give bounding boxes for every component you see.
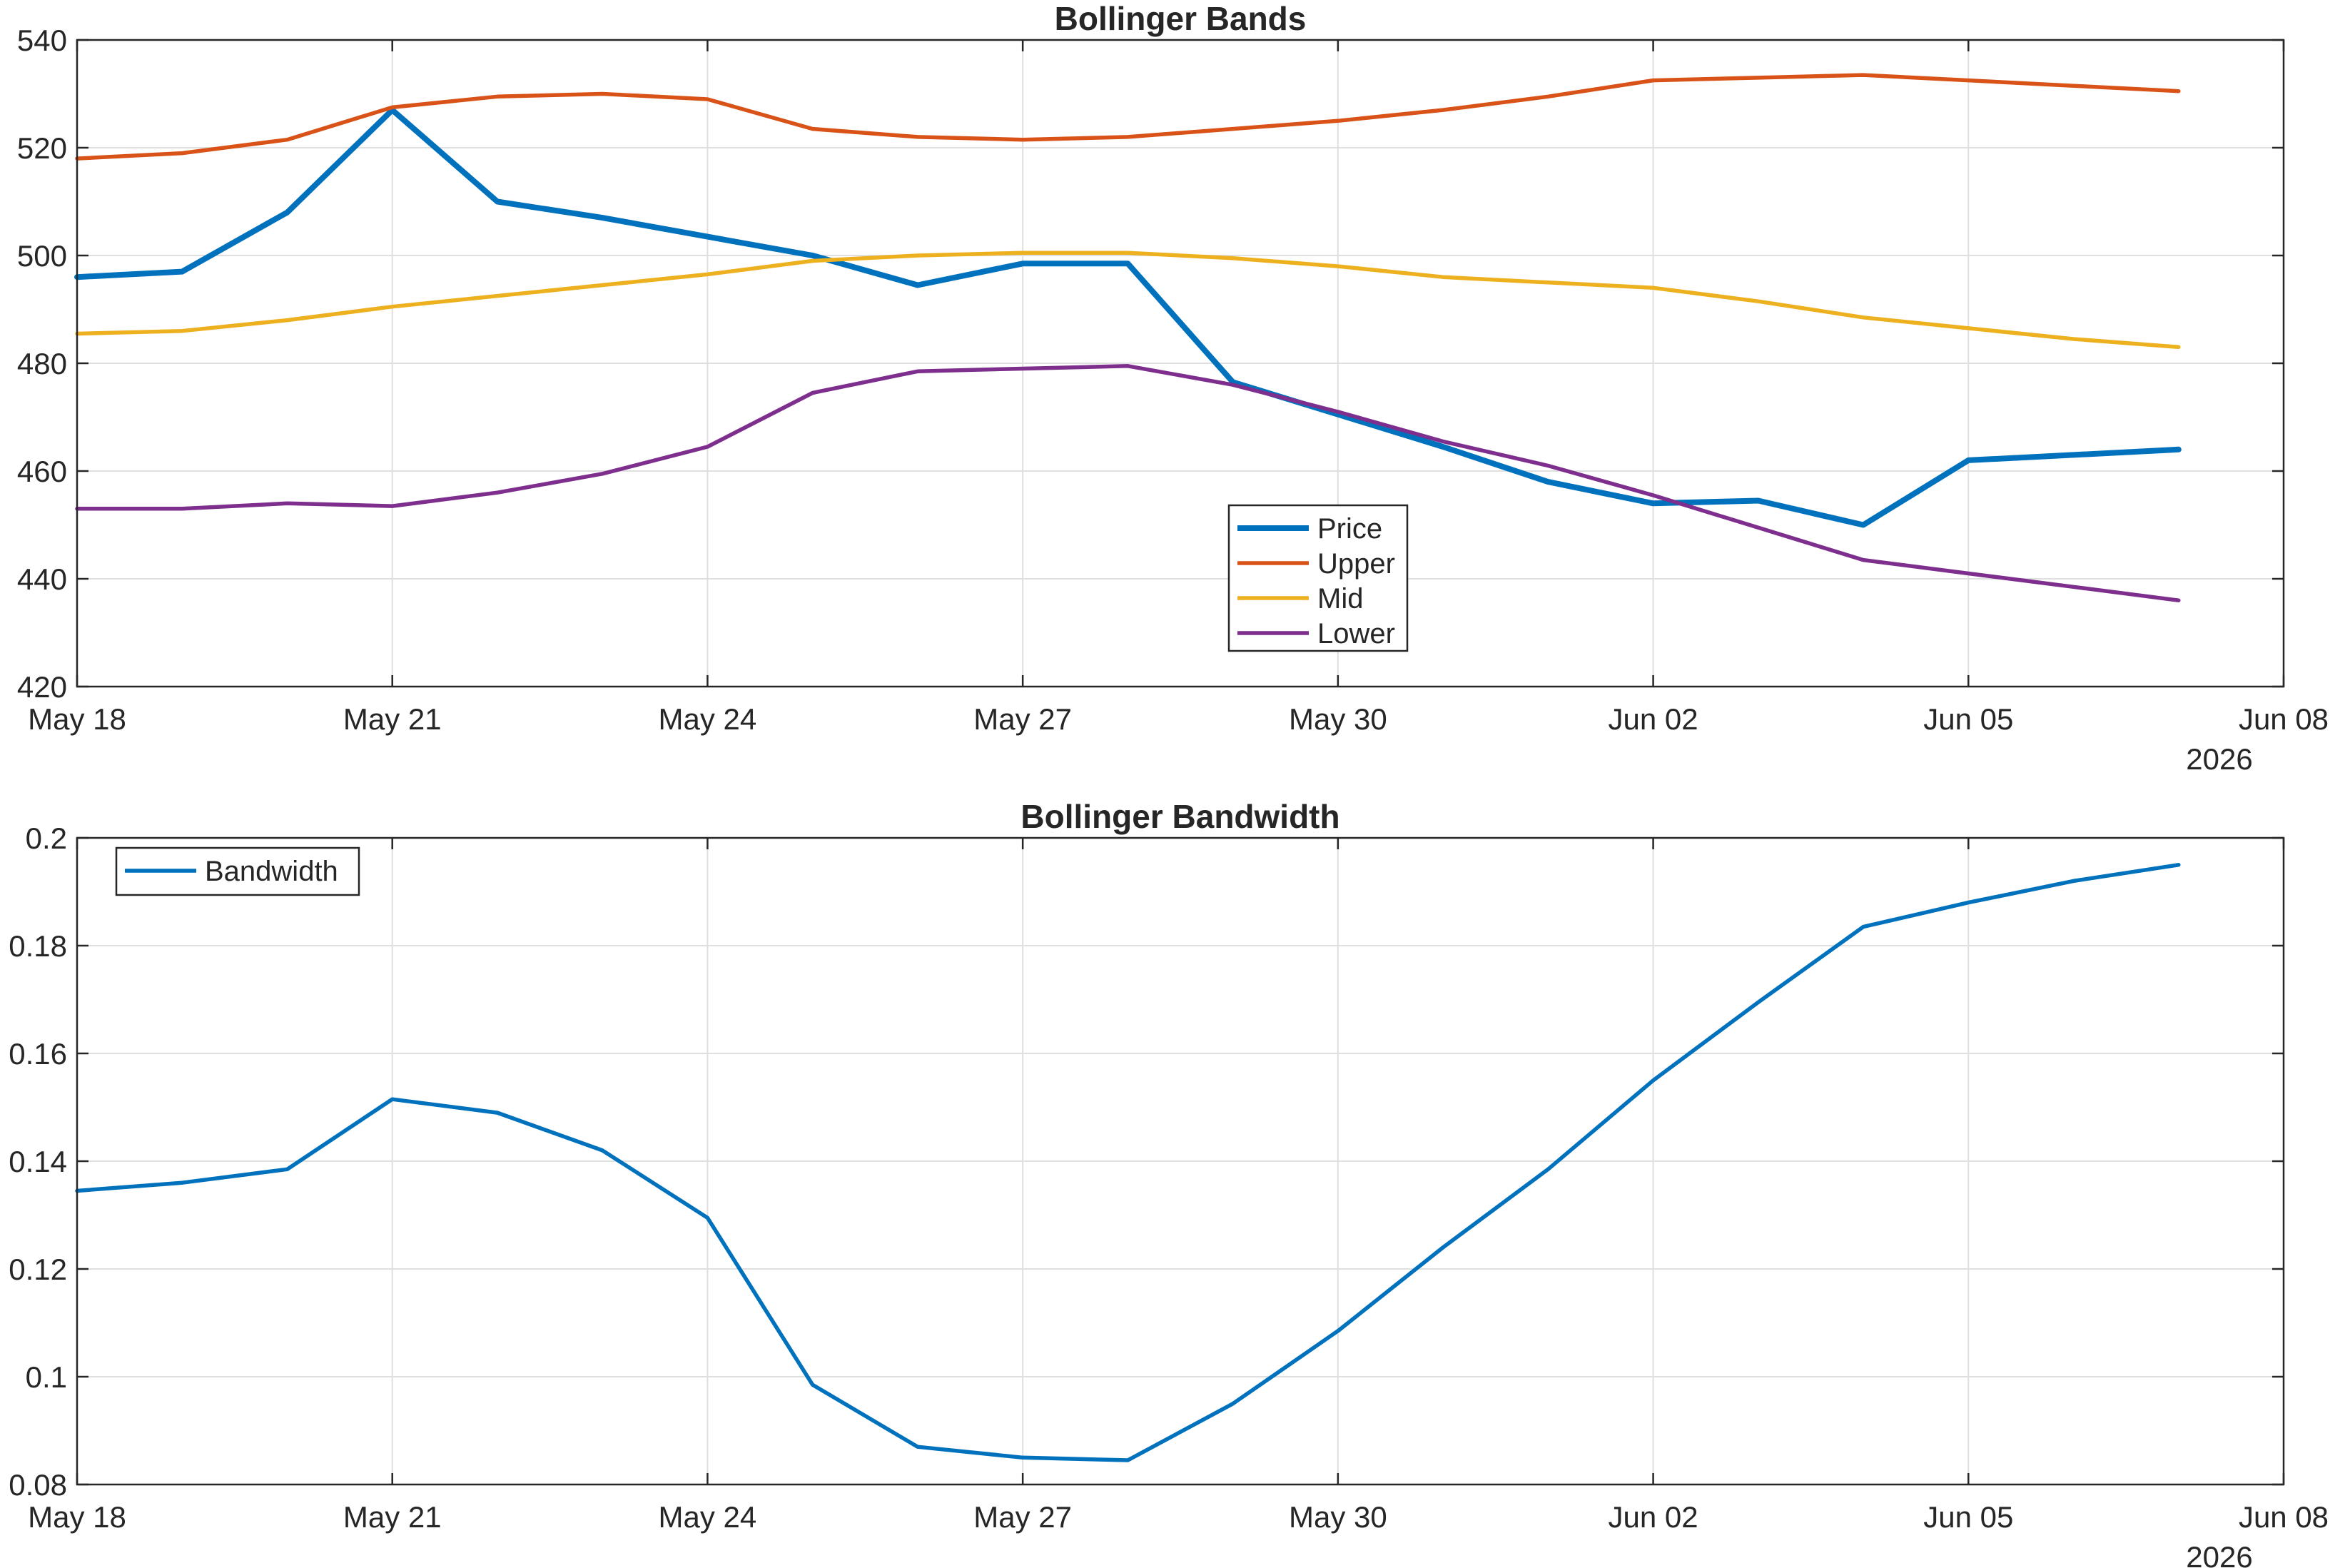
- y-tick-label: 0.1: [26, 1360, 67, 1394]
- series-line-price: [74, 107, 2182, 528]
- y-tick-label: 0.18: [9, 929, 67, 963]
- chart-title: Bollinger Bands: [1055, 0, 1307, 37]
- x-tick-label: May 21: [343, 702, 442, 736]
- legend-label: Price: [1317, 513, 1382, 545]
- y-tick-label: 460: [17, 455, 67, 488]
- bollinger-bandwidth-panel: May 18 May 21 May 24 May 27 May 30 Jun 02 Jun …: [9, 798, 2329, 1568]
- y-tick-label: 420: [17, 670, 67, 704]
- y-tick-label: 500: [17, 239, 67, 273]
- legend-label: Mid: [1317, 583, 1363, 614]
- chart-title: Bollinger Bandwidth: [1020, 798, 1339, 835]
- y-tick-label: 520: [17, 131, 67, 165]
- x-tick-label: May 21: [343, 1500, 442, 1534]
- x-tick-label: Jun 02: [1609, 1500, 1698, 1534]
- x-tick-label: May 27: [973, 1500, 1072, 1534]
- x-year-label: 2026: [2186, 742, 2252, 776]
- x-tick-label: Jun 02: [1609, 702, 1698, 736]
- x-tick-label: May 24: [659, 702, 757, 736]
- y-tick-label: 440: [17, 562, 67, 596]
- x-tick-label: Jun 05: [1923, 1500, 2013, 1534]
- x-tick-label: May 18: [28, 702, 126, 736]
- y-tick-label: 0.2: [26, 821, 67, 855]
- bollinger-bands-panel: May 18 May 21 May 24 May 27 May 30 Jun 02 Jun …: [17, 0, 2329, 776]
- series-line-mid: [75, 251, 2181, 350]
- y-tick-label: 540: [17, 24, 67, 57]
- x-tick-label: Jun 08: [2239, 1500, 2329, 1534]
- y-tick-label: 480: [17, 347, 67, 380]
- legend-label: Lower: [1317, 618, 1395, 649]
- x-tick-label: May 30: [1289, 702, 1387, 736]
- y-tick-label: 0.14: [9, 1145, 67, 1178]
- series-line-upper: [75, 73, 2181, 161]
- x-tick-label: May 27: [973, 702, 1072, 736]
- x-year-label: 2026: [2186, 1540, 2252, 1568]
- series-line-lower: [75, 364, 2181, 602]
- series-line-bandwidth: [75, 863, 2181, 1462]
- x-tick-label: May 30: [1289, 1500, 1387, 1534]
- legend: Bandwidth: [115, 846, 360, 896]
- y-tick-label: 0.12: [9, 1253, 67, 1286]
- legend-label: Bandwidth: [205, 856, 338, 887]
- x-tick-label: Jun 08: [2239, 702, 2329, 736]
- x-tick-label: May 18: [28, 1500, 126, 1534]
- y-tick-label: 0.08: [9, 1468, 67, 1502]
- x-tick-label: Jun 05: [1923, 702, 2013, 736]
- legend-label: Upper: [1317, 548, 1395, 580]
- x-tick-label: May 24: [659, 1500, 757, 1534]
- y-tick-label: 0.16: [9, 1037, 67, 1071]
